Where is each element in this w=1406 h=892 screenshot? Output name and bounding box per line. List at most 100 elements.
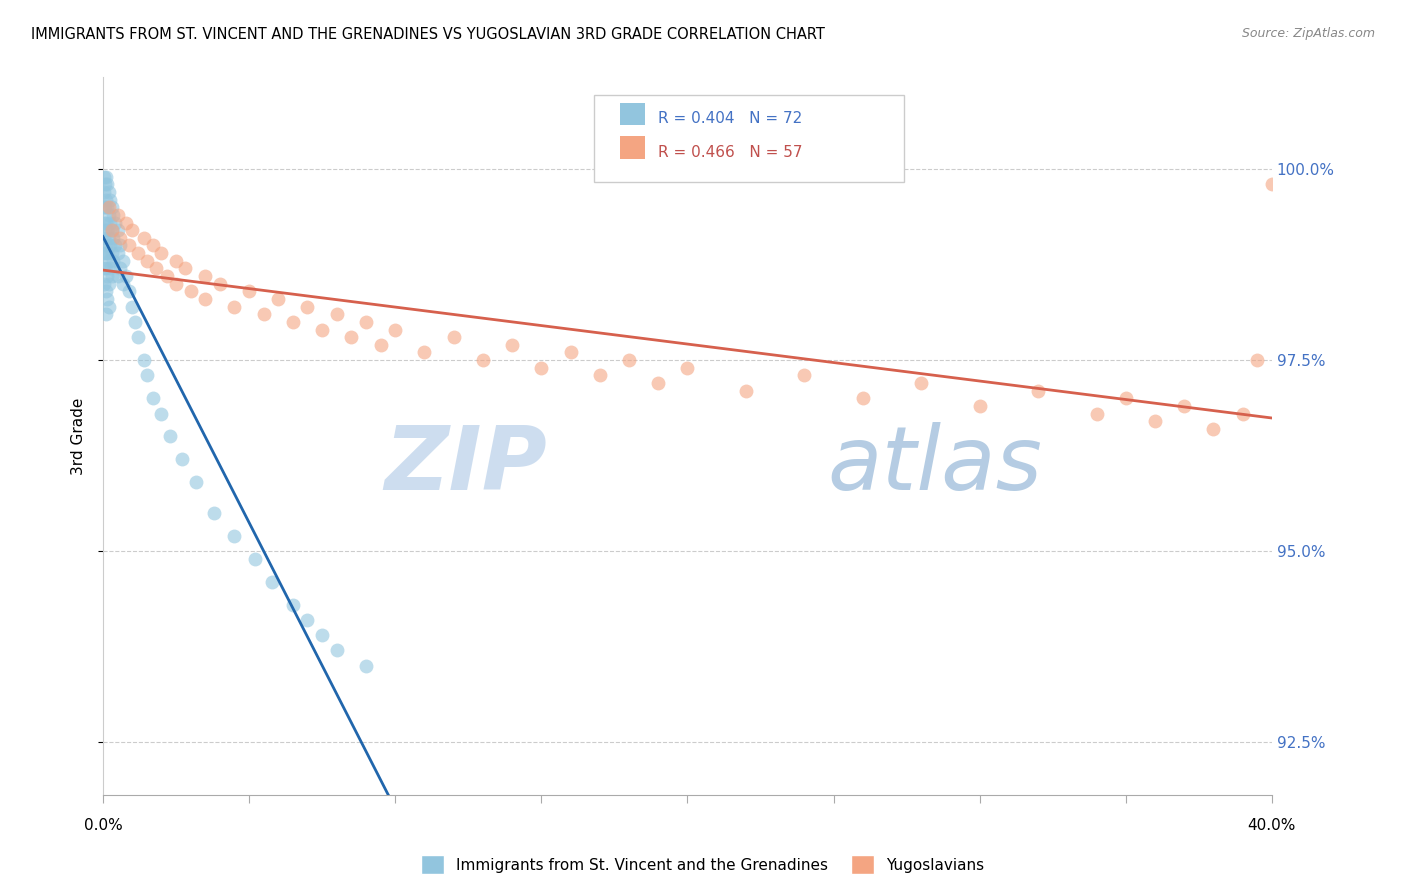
Point: [104, 216, 127, 230]
Point: [98, 261, 121, 276]
Point: [112, 253, 135, 268]
Text: 0.0%: 0.0%: [83, 818, 122, 833]
Point: [135, 253, 157, 268]
Point: [124, 315, 146, 329]
Point: [1115, 391, 1137, 405]
Point: [97, 200, 120, 214]
Point: [97, 277, 120, 291]
Point: [98, 216, 121, 230]
Point: [297, 613, 319, 627]
Point: [142, 391, 165, 405]
Point: [311, 628, 333, 642]
Point: [1232, 407, 1254, 421]
Point: [793, 368, 815, 383]
Text: R = 0.466   N = 57: R = 0.466 N = 57: [658, 145, 803, 160]
Point: [100, 223, 122, 237]
Point: [100, 200, 122, 214]
Point: [101, 231, 124, 245]
Point: [132, 231, 155, 245]
Point: [127, 246, 149, 260]
Point: [267, 292, 290, 306]
Point: [94, 246, 117, 260]
Point: [100, 223, 122, 237]
Point: [443, 330, 465, 344]
Point: [104, 238, 127, 252]
Point: [107, 223, 129, 237]
Point: [93, 231, 115, 245]
Point: [170, 452, 193, 467]
Point: [107, 246, 129, 260]
Point: [354, 315, 377, 329]
Point: [156, 268, 179, 283]
Point: [208, 277, 231, 291]
Point: [676, 360, 699, 375]
Point: [110, 261, 132, 276]
Bar: [620, 103, 645, 125]
Point: [145, 261, 167, 276]
Point: [96, 200, 118, 214]
Point: [110, 231, 132, 245]
Point: [297, 300, 319, 314]
Point: [94, 261, 117, 276]
Text: R = 0.404   N = 72: R = 0.404 N = 72: [658, 111, 803, 126]
Point: [107, 268, 129, 283]
Point: [127, 330, 149, 344]
Point: [96, 246, 118, 260]
Point: [1085, 407, 1108, 421]
Point: [325, 307, 347, 321]
Point: [93, 200, 115, 214]
Point: [852, 391, 875, 405]
Point: [281, 315, 304, 329]
Point: [1173, 399, 1195, 413]
Point: [311, 322, 333, 336]
Point: [97, 253, 120, 268]
Point: [93, 261, 115, 276]
Bar: [620, 136, 645, 159]
Point: [150, 407, 173, 421]
Point: [94, 193, 117, 207]
Point: [110, 238, 132, 252]
Point: [243, 551, 266, 566]
Point: [969, 399, 991, 413]
Point: [100, 246, 122, 260]
Point: [121, 223, 143, 237]
Point: [94, 178, 117, 192]
Point: [647, 376, 669, 390]
Point: [96, 268, 118, 283]
Point: [96, 178, 118, 192]
Point: [101, 208, 124, 222]
Point: [165, 253, 187, 268]
Point: [159, 429, 181, 443]
Text: ZIP: ZIP: [384, 422, 547, 508]
Point: [98, 193, 121, 207]
Point: [94, 238, 117, 252]
Point: [194, 292, 217, 306]
Point: [135, 368, 157, 383]
Point: [1143, 414, 1166, 428]
Point: [94, 223, 117, 237]
Point: [97, 300, 120, 314]
Point: [115, 268, 138, 283]
Point: [413, 345, 436, 359]
Point: [165, 277, 187, 291]
Point: [340, 330, 363, 344]
Point: [101, 253, 124, 268]
Point: [118, 285, 141, 299]
Point: [202, 506, 225, 520]
Point: [734, 384, 756, 398]
Text: 40.0%: 40.0%: [1247, 818, 1296, 833]
Point: [97, 208, 120, 222]
Point: [121, 300, 143, 314]
Text: atlas: atlas: [828, 422, 1043, 508]
Point: [93, 185, 115, 199]
Point: [224, 300, 246, 314]
Point: [96, 223, 118, 237]
Point: [186, 475, 208, 490]
Point: [471, 353, 494, 368]
Point: [238, 285, 260, 299]
Point: [142, 238, 165, 252]
Point: [224, 529, 246, 543]
Y-axis label: 3rd Grade: 3rd Grade: [72, 398, 86, 475]
Point: [1202, 422, 1225, 436]
Point: [94, 307, 117, 321]
